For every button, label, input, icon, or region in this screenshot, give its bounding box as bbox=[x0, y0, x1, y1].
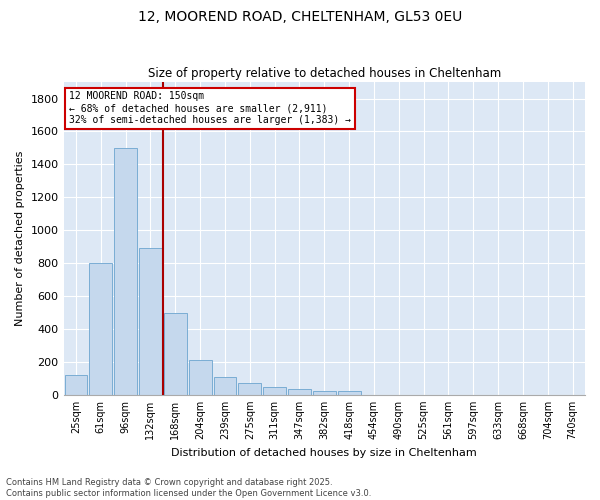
Bar bbox=[338, 390, 361, 395]
Text: Contains HM Land Registry data © Crown copyright and database right 2025.
Contai: Contains HM Land Registry data © Crown c… bbox=[6, 478, 371, 498]
Bar bbox=[263, 386, 286, 395]
Y-axis label: Number of detached properties: Number of detached properties bbox=[15, 150, 25, 326]
X-axis label: Distribution of detached houses by size in Cheltenham: Distribution of detached houses by size … bbox=[172, 448, 477, 458]
Bar bbox=[238, 384, 261, 395]
Bar bbox=[139, 248, 162, 395]
Bar bbox=[214, 376, 236, 395]
Bar bbox=[114, 148, 137, 395]
Bar bbox=[313, 390, 335, 395]
Title: Size of property relative to detached houses in Cheltenham: Size of property relative to detached ho… bbox=[148, 66, 501, 80]
Bar bbox=[188, 360, 212, 395]
Text: 12 MOOREND ROAD: 150sqm
← 68% of detached houses are smaller (2,911)
32% of semi: 12 MOOREND ROAD: 150sqm ← 68% of detache… bbox=[69, 92, 351, 124]
Text: 12, MOOREND ROAD, CHELTENHAM, GL53 0EU: 12, MOOREND ROAD, CHELTENHAM, GL53 0EU bbox=[138, 10, 462, 24]
Bar bbox=[65, 375, 88, 395]
Bar bbox=[288, 389, 311, 395]
Bar bbox=[164, 312, 187, 395]
Bar bbox=[89, 263, 112, 395]
